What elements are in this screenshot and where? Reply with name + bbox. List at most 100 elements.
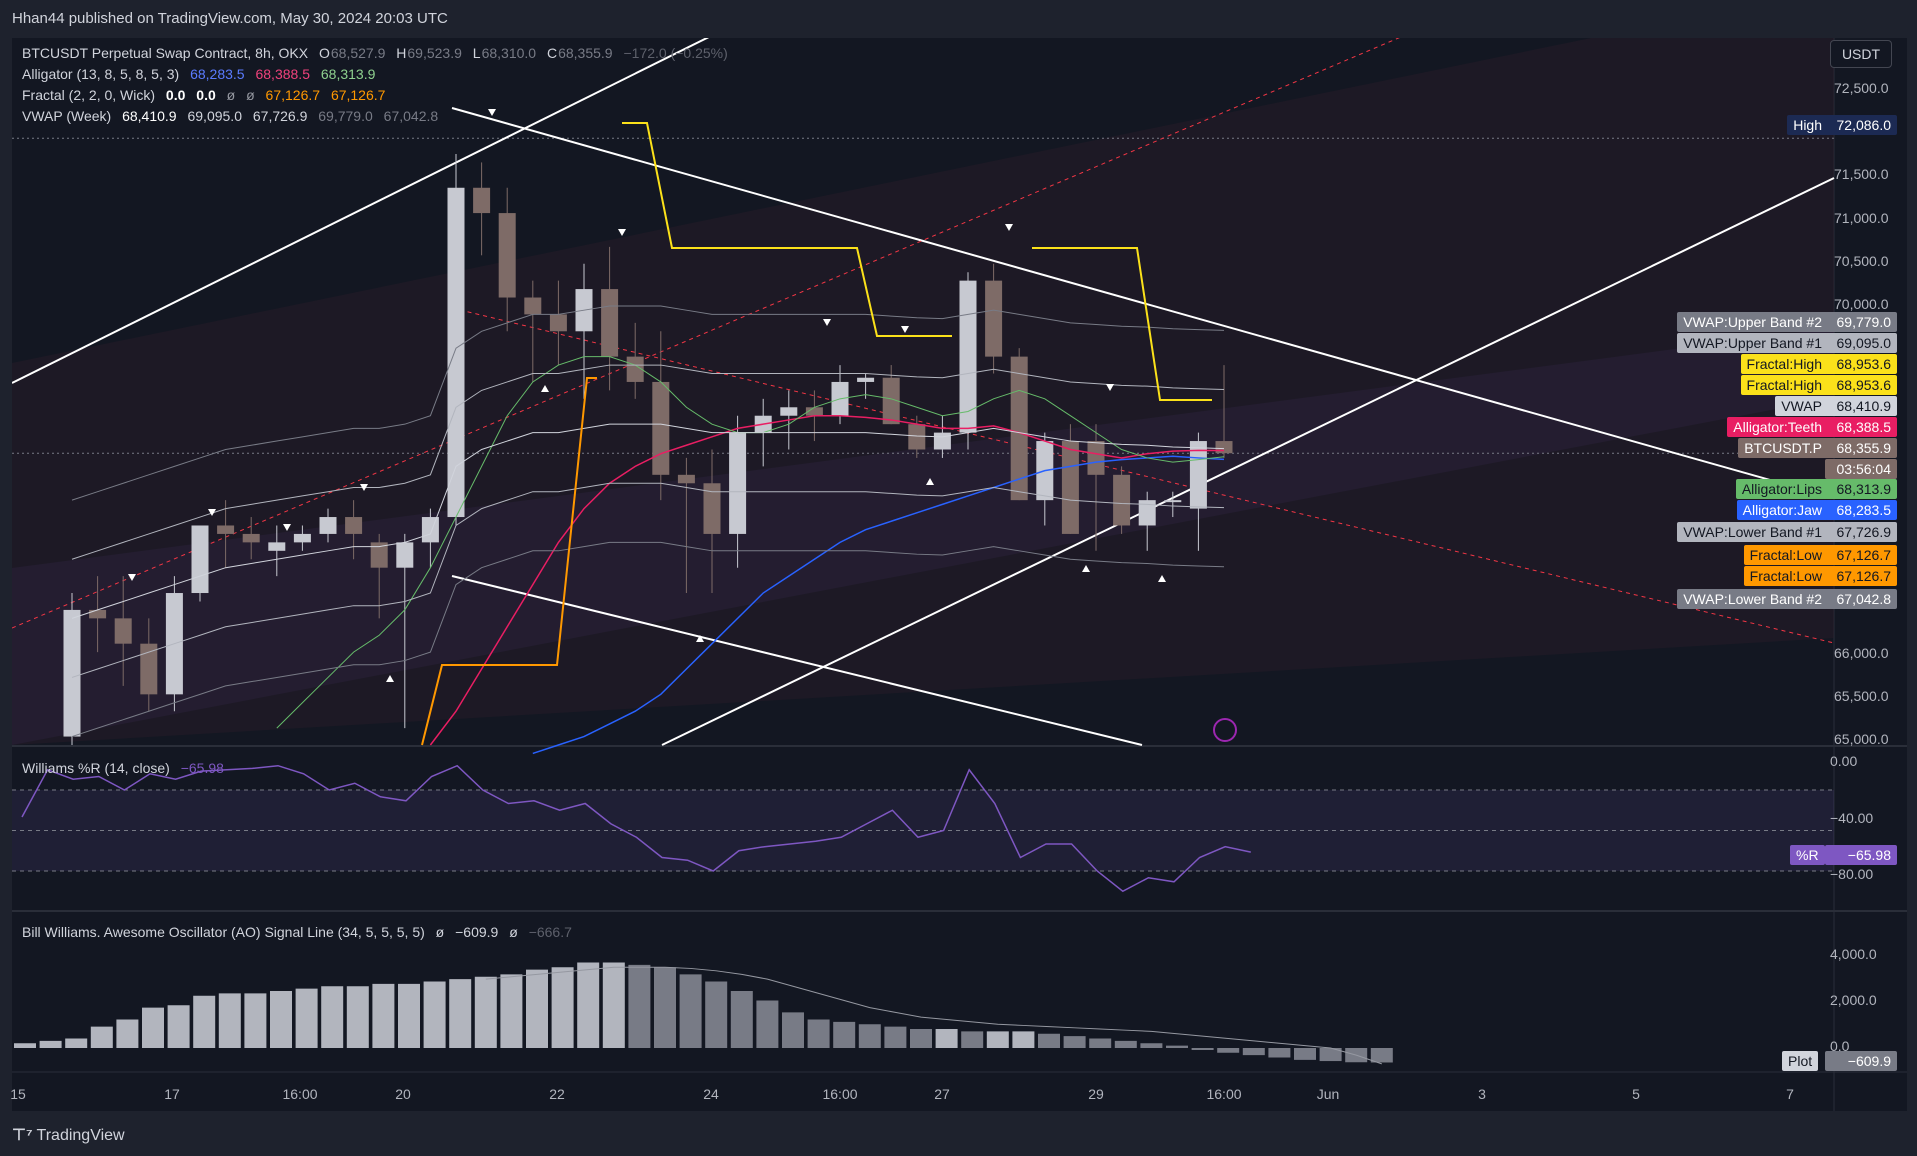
tradingview-logo[interactable]: ⊤⁷ TradingView bbox=[12, 1125, 125, 1145]
publish-info: Hhan44 published on TradingView.com, May… bbox=[12, 10, 448, 27]
candle-body bbox=[677, 474, 695, 484]
legend-close: 68,355.9 bbox=[558, 45, 613, 61]
ao-histogram-bar bbox=[1370, 1048, 1393, 1063]
ao-histogram-bar bbox=[1217, 1048, 1240, 1053]
fractal-high-marker bbox=[1005, 224, 1013, 231]
candle-body bbox=[1087, 441, 1105, 475]
vwap-title: VWAP (Week) bbox=[22, 108, 112, 124]
williams-value: −65.98 bbox=[180, 760, 224, 776]
candle-body bbox=[652, 381, 670, 475]
ao-histogram-bar bbox=[679, 974, 702, 1048]
ao-histogram-bar bbox=[1242, 1048, 1265, 1056]
candle-body bbox=[293, 533, 311, 543]
ao-histogram-bar bbox=[602, 962, 625, 1048]
candle-body bbox=[498, 213, 516, 298]
candle-body bbox=[626, 356, 644, 382]
candle-body bbox=[1061, 441, 1079, 534]
price-label-name: Alligator:Lips bbox=[1735, 479, 1828, 499]
ao-histogram-bar bbox=[628, 964, 651, 1048]
price-label-value: 72,086.0 bbox=[1825, 115, 1897, 135]
legend-symbol[interactable]: BTCUSDT Perpetual Swap Contract, 8h, OKX bbox=[22, 45, 309, 61]
price-label-name: VWAP:Lower Band #2 bbox=[1677, 589, 1828, 609]
trendline bbox=[451, 575, 1143, 746]
fractal-v5: 67,126.7 bbox=[265, 87, 321, 103]
candle-body bbox=[89, 609, 107, 619]
time-tick: 5 bbox=[1632, 1086, 1640, 1102]
candle-body bbox=[601, 289, 619, 357]
legend-alligator-row[interactable]: Alligator (13, 8, 5, 8, 5, 3) 68,283.5 6… bbox=[22, 66, 382, 82]
ao-histogram-bar bbox=[1294, 1048, 1316, 1060]
candle-body bbox=[396, 542, 414, 568]
price-label-name: Fractal:Low bbox=[1743, 545, 1828, 565]
alligator-lips-value: 68,313.9 bbox=[320, 66, 376, 82]
candle-body bbox=[857, 377, 875, 382]
candle-body bbox=[959, 280, 977, 433]
ao-histogram-bar bbox=[270, 991, 292, 1048]
ao-v1: ø bbox=[435, 924, 445, 940]
trendline bbox=[12, 38, 710, 384]
ao-histogram-bar bbox=[218, 993, 241, 1048]
legend-fractal-row[interactable]: Fractal (2, 2, 0, Wick) 0.0 0.0 ø ø 67,1… bbox=[22, 87, 392, 103]
candle-body bbox=[780, 407, 798, 416]
candle-body bbox=[908, 424, 926, 450]
ao-histogram-bar bbox=[14, 1043, 36, 1048]
wr-band bbox=[12, 790, 1834, 871]
trendline bbox=[661, 177, 1835, 746]
vwap-upper-band-1 bbox=[71, 364, 1225, 560]
fractal-low-marker bbox=[696, 635, 704, 642]
alligator-teeth-value: 68,388.5 bbox=[255, 66, 310, 82]
ao-tick: 2,000.0 bbox=[1830, 992, 1877, 1008]
tv-logo-icon: ⊤⁷ bbox=[12, 1127, 33, 1144]
footer: ⊤⁷ TradingView bbox=[0, 1111, 1917, 1156]
vwap-v5: 67,042.8 bbox=[383, 108, 439, 124]
chart-frame[interactable] bbox=[12, 38, 1907, 1111]
vwap-v2: 69,095.0 bbox=[187, 108, 242, 124]
ao-histogram-bar bbox=[551, 967, 574, 1048]
chart-canvas[interactable] bbox=[12, 38, 1907, 1111]
flash-icon bbox=[1213, 718, 1237, 742]
price-tick: 72,500.0 bbox=[1834, 80, 1889, 96]
fractal-low-marker bbox=[1158, 575, 1166, 582]
ao-histogram-bar bbox=[398, 983, 420, 1048]
fractal-high-marker bbox=[208, 509, 216, 516]
time-tick: 22 bbox=[549, 1086, 565, 1102]
ao-legend[interactable]: Bill Williams. Awesome Oscillator (AO) S… bbox=[22, 924, 579, 940]
ao-histogram-bar bbox=[654, 967, 676, 1048]
williams-legend[interactable]: Williams %R (14, close) −65.98 bbox=[22, 760, 231, 776]
vwap-upper-band-1 bbox=[71, 482, 1225, 678]
time-tick: 24 bbox=[703, 1086, 719, 1102]
fractal-v1: 0.0 bbox=[165, 87, 186, 103]
price-label-value: 68,388.5 bbox=[1825, 417, 1897, 437]
ao-histogram-bar bbox=[756, 1000, 779, 1048]
ao-histogram-bar bbox=[90, 1026, 113, 1048]
price-tick: 66,000.0 bbox=[1834, 645, 1889, 661]
legend-vwap-row[interactable]: VWAP (Week) 68,410.9 69,095.0 67,726.9 6… bbox=[22, 108, 445, 124]
ao-histogram-bar bbox=[1166, 1045, 1188, 1048]
candle-body bbox=[370, 542, 388, 568]
ao-histogram-bar bbox=[1012, 1031, 1035, 1048]
ao-signal-line bbox=[485, 966, 1382, 1065]
price-label-value: 68,313.9 bbox=[1825, 479, 1897, 499]
candle-body bbox=[473, 187, 491, 214]
price-label-value: 03:56:04 bbox=[1825, 459, 1897, 479]
price-label-name: VWAP:Upper Band #2 bbox=[1677, 312, 1828, 332]
candle-body bbox=[114, 618, 132, 644]
publish-header: Hhan44 published on TradingView.com, May… bbox=[0, 0, 1917, 38]
price-label-name: VWAP bbox=[1775, 396, 1828, 416]
legend-open-key: O bbox=[318, 45, 330, 61]
williams-pane-bg bbox=[12, 747, 1907, 910]
candle-body bbox=[549, 314, 567, 332]
candle-body bbox=[1215, 441, 1233, 454]
ao-histogram-bar bbox=[833, 1021, 856, 1048]
time-tick: 3 bbox=[1478, 1086, 1486, 1102]
legend-low: 68,310.0 bbox=[481, 45, 537, 61]
fractal-low-marker bbox=[1082, 565, 1090, 572]
price-tick: 71,500.0 bbox=[1834, 166, 1889, 182]
candle-body bbox=[1138, 500, 1156, 526]
currency-button[interactable]: USDT bbox=[1830, 40, 1892, 68]
legend-high: 69,523.9 bbox=[407, 45, 462, 61]
ao-histogram-bar bbox=[1038, 1033, 1060, 1048]
ao-histogram-bar bbox=[167, 1005, 190, 1048]
fractal-high-marker bbox=[283, 524, 291, 531]
ao-histogram-bar bbox=[474, 976, 497, 1048]
